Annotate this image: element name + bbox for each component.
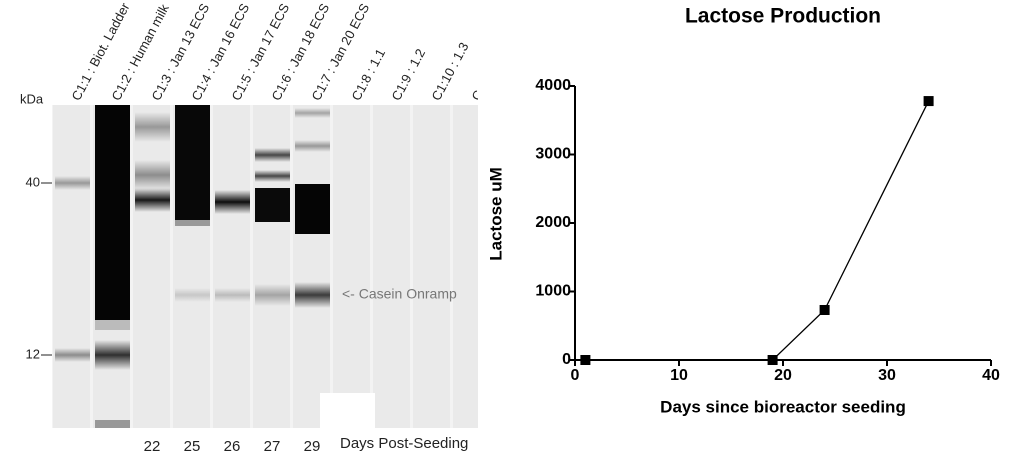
gel-bands xyxy=(55,105,375,428)
x-tick-label: 20 xyxy=(774,367,792,384)
data-point xyxy=(580,355,591,365)
day-label: 22 xyxy=(144,438,161,455)
unit-label: kDa xyxy=(20,91,44,106)
lane-label: C xyxy=(468,88,486,103)
x-tick-label: 0 xyxy=(571,367,580,384)
data-point xyxy=(923,96,934,107)
lane-label: C1:8 : 1.1 xyxy=(348,46,388,103)
gel-lanes xyxy=(53,105,478,428)
y-axis-label: Lactose uM xyxy=(486,167,505,261)
y-tick-label: 4000 xyxy=(535,77,571,94)
chart: Lactose Production Days since bioreactor… xyxy=(486,5,1000,417)
x-tick-label: 30 xyxy=(878,367,896,384)
gel-panel: kDa 40 12 <- Casein Onramp C1:1 : Biot. … xyxy=(20,0,486,428)
y-tick-label: 0 xyxy=(562,351,571,368)
x-tick-label: 40 xyxy=(982,367,1000,384)
day-label: 27 xyxy=(264,438,281,455)
data-point xyxy=(819,304,830,315)
marker-label: 40 xyxy=(26,174,40,189)
x-axis-label: Days since bioreactor seeding xyxy=(660,397,906,416)
days-label: Days Post-Seeding xyxy=(340,435,468,452)
x-tick-label: 10 xyxy=(670,367,688,384)
day-label: 29 xyxy=(304,438,321,455)
data-point xyxy=(767,355,778,365)
chart-title: Lactose Production xyxy=(685,5,881,28)
lane-label: C1:10 : 1.3 xyxy=(428,40,471,103)
y-tick-label: 1000 xyxy=(535,283,571,300)
annotation: <- Casein Onramp xyxy=(342,286,457,302)
day-label: 26 xyxy=(224,438,241,455)
y-tick-label: 3000 xyxy=(535,146,571,163)
y-tick-label: 2000 xyxy=(535,214,571,231)
marker-label: 12 xyxy=(26,346,40,361)
lane-label: C1:9 : 1.2 xyxy=(388,46,428,103)
day-label: 25 xyxy=(184,438,201,455)
data-line xyxy=(585,100,930,361)
